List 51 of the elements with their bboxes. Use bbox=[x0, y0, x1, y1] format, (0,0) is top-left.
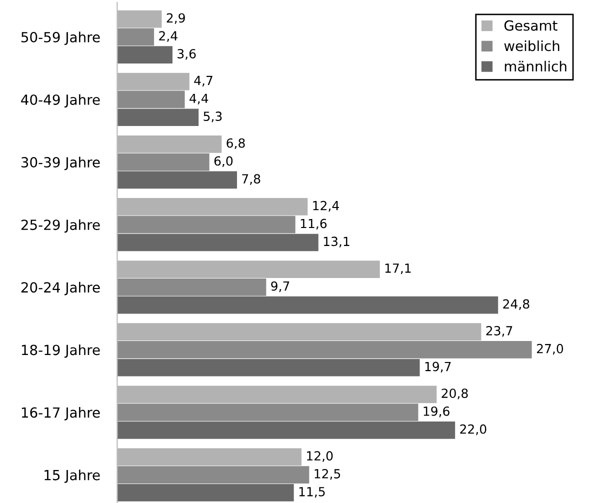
data-label: 20,8 bbox=[442, 388, 468, 400]
bar bbox=[117, 466, 310, 484]
data-label: 6,0 bbox=[214, 156, 233, 167]
data-label: 2,9 bbox=[166, 13, 185, 24]
data-label: 11,6 bbox=[300, 218, 327, 230]
y-tick-label: 25-29 Jahre bbox=[21, 219, 100, 233]
data-label: 12,4 bbox=[313, 200, 339, 212]
data-label: 12,0 bbox=[307, 451, 333, 462]
data-label: 3,6 bbox=[178, 48, 196, 60]
data-label: 23,7 bbox=[486, 326, 512, 337]
data-label: 24,8 bbox=[503, 299, 530, 310]
data-label: 2,4 bbox=[159, 31, 178, 42]
data-label: 4,4 bbox=[190, 94, 208, 104]
y-tick-label: 16-17 Jahre bbox=[22, 407, 100, 420]
data-label: 22,0 bbox=[460, 424, 486, 436]
bar bbox=[117, 28, 154, 46]
data-label: 12,5 bbox=[314, 469, 340, 480]
bar bbox=[117, 153, 210, 171]
y-tick-label: 50-59 Jahre bbox=[21, 32, 100, 45]
bar bbox=[117, 46, 172, 64]
y-tick-label: 40-49 Jahre bbox=[21, 94, 100, 108]
data-label: 4,7 bbox=[194, 76, 212, 86]
bar bbox=[117, 234, 318, 252]
bar bbox=[117, 404, 418, 421]
bar bbox=[117, 422, 456, 439]
data-label: 11,5 bbox=[299, 487, 325, 498]
data-label: 27,0 bbox=[536, 344, 564, 355]
data-label: 7,8 bbox=[242, 174, 260, 185]
legend-label: männlich bbox=[504, 60, 566, 72]
bar bbox=[117, 171, 237, 189]
bar bbox=[117, 341, 532, 358]
bar bbox=[117, 216, 296, 234]
y-tick-label: 15 Jahre bbox=[44, 470, 100, 483]
data-label: 19,6 bbox=[424, 406, 450, 418]
y-tick-label: 18-19 Jahre bbox=[22, 344, 100, 358]
bar bbox=[117, 90, 185, 108]
y-tick-label: 30-39 Jahre bbox=[21, 156, 100, 170]
data-label: 5,3 bbox=[204, 112, 222, 122]
data-label: 19,7 bbox=[425, 362, 451, 373]
bar bbox=[117, 108, 199, 126]
bar bbox=[117, 296, 498, 314]
legend-label: Gesamt bbox=[504, 20, 558, 31]
legend-label: weiblich bbox=[504, 40, 560, 52]
bar bbox=[117, 484, 294, 502]
y-tick-label: 20-24 Jahre bbox=[21, 282, 100, 296]
bar bbox=[117, 278, 266, 296]
data-label: 9,7 bbox=[271, 281, 290, 292]
data-label: 13,1 bbox=[324, 236, 350, 248]
data-label: 17,1 bbox=[385, 264, 411, 274]
data-label: 6,8 bbox=[226, 138, 245, 150]
bar bbox=[117, 358, 420, 376]
